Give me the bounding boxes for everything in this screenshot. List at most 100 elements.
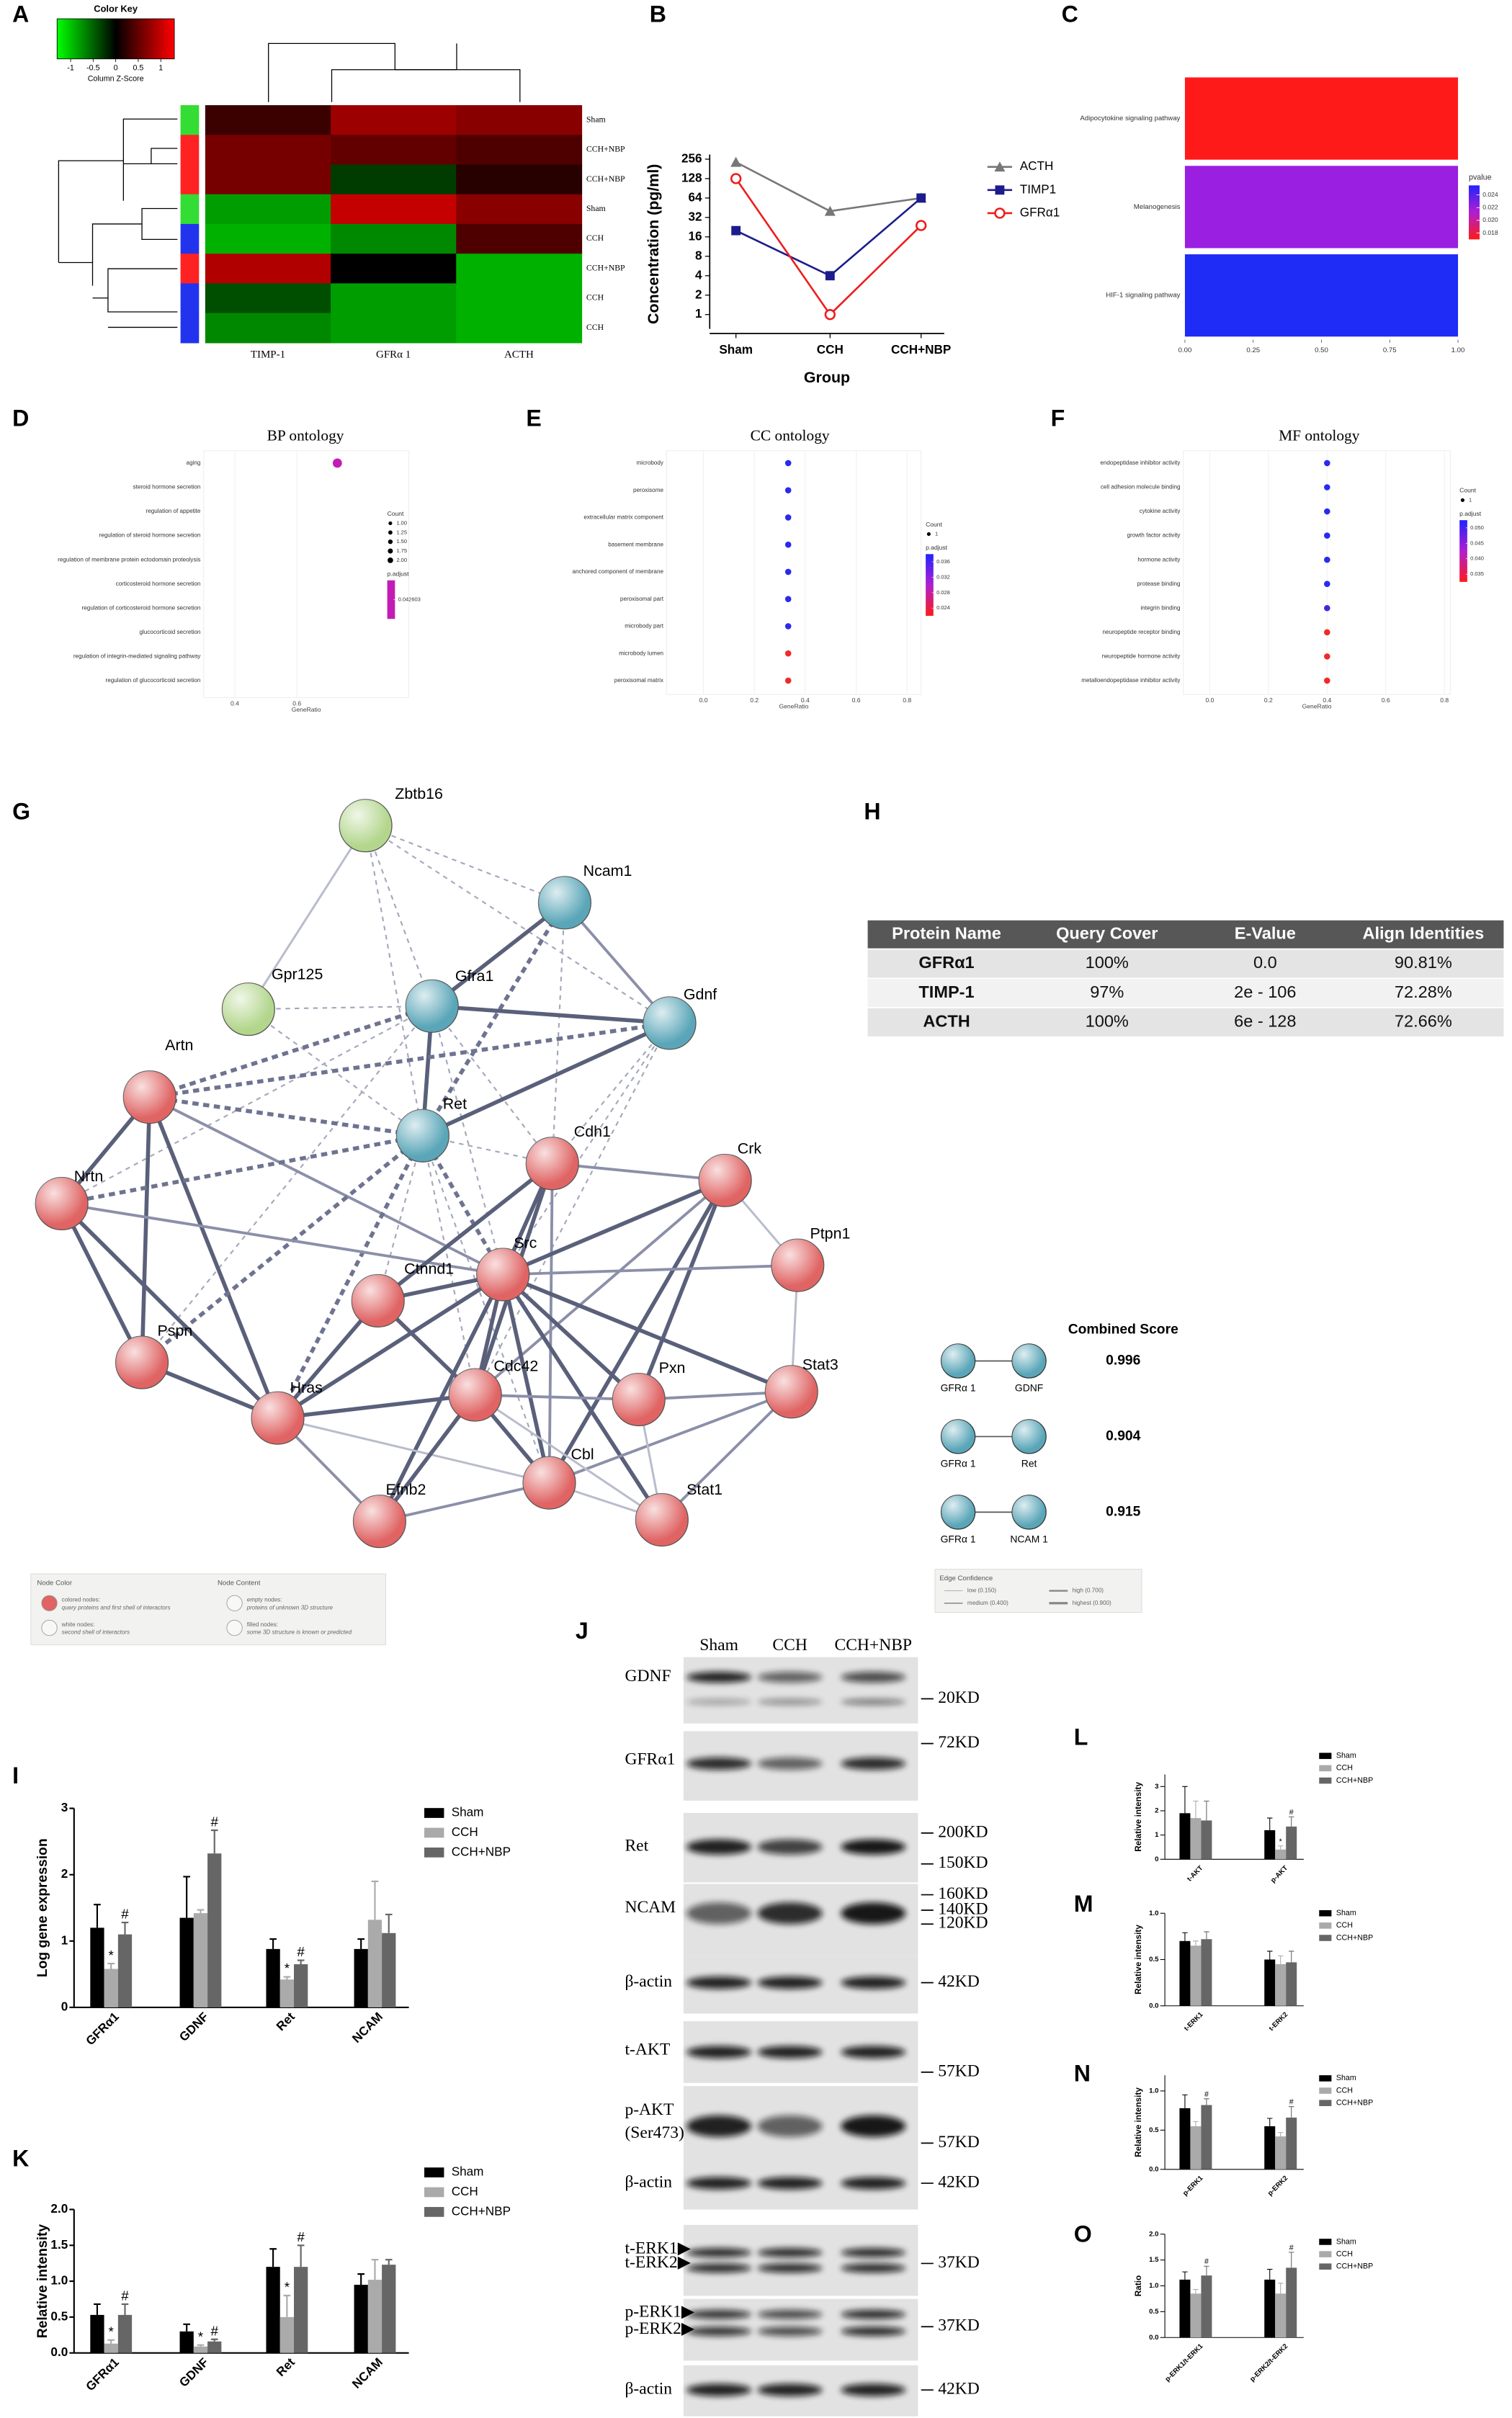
dot (1324, 460, 1330, 467)
node-label: Stat3 (802, 1356, 838, 1374)
legend-swatch (1319, 2087, 1332, 2094)
dot (1324, 532, 1330, 539)
y-tick-label: cytokine activity (1140, 508, 1181, 514)
x-tick-label: GFRα1 (83, 2355, 122, 2394)
colorbar-tick-label: 0.042603 (398, 596, 421, 602)
legend-swatch (424, 1848, 444, 1858)
y-tick-label: 8 (695, 248, 702, 262)
legend-label: 1.25 (396, 529, 407, 535)
legend-dot (388, 548, 393, 554)
legend-label: Sham (1336, 2237, 1356, 2246)
legend-label: low (0.150) (967, 1588, 996, 1594)
legend-label: filled nodes: (247, 1621, 278, 1628)
blot-label: GFRα1 (625, 1750, 675, 1769)
marker (916, 193, 926, 203)
error-bar (197, 2344, 205, 2347)
blot-band (686, 1698, 752, 1706)
table-cell: TIMP-1 (918, 982, 974, 1001)
x-tick-label: p-ERK2/t-ERK2 (1248, 2342, 1289, 2383)
error-bar (197, 1909, 205, 1914)
x-tick-label: 0.75 (1383, 346, 1397, 354)
node-shine (612, 1373, 666, 1426)
y-tick-label: regulation of glucocorticoid secretion (106, 677, 201, 684)
colorbar-tick-label: 0.045 (1470, 539, 1484, 546)
legend-node (226, 1619, 243, 1636)
node-label: Stat1 (686, 1481, 723, 1498)
legend-swatch (1319, 1935, 1332, 1941)
size-marker: 42KD (938, 2379, 980, 2398)
node-label: Gpr125 (272, 966, 323, 983)
table-row (866, 919, 1506, 950)
colorbar (387, 580, 395, 619)
blot-band (841, 1672, 906, 1683)
significance-label: # (121, 1907, 129, 1922)
y-tick-label: 3 (61, 1800, 68, 1814)
blot-band (757, 2309, 823, 2319)
legend-swatch (424, 2167, 444, 2177)
bar (294, 1964, 308, 2007)
node-label: Zbtb16 (395, 785, 443, 802)
node-shine (765, 1365, 818, 1418)
bar (117, 1934, 133, 2007)
legend-title: Edge Confidence (939, 1575, 993, 1582)
dot (1324, 508, 1330, 515)
column-label: GFRα 1 (376, 349, 411, 360)
blot-label: t-ERK2▶ (625, 2253, 691, 2272)
y-tick-label: microbody lumen (619, 650, 663, 656)
legend-label: CCH (452, 2184, 478, 2198)
blot-label: p-AKT (625, 2100, 674, 2119)
row-group-color (180, 223, 200, 254)
x-axis-title: GeneRatio (779, 703, 809, 710)
x-tick-label: GFRα1 (83, 2009, 122, 2048)
plot-frame (666, 450, 922, 695)
bar (1179, 2279, 1191, 2338)
network-edge (475, 1393, 639, 1401)
node-label: Cdc42 (493, 1358, 538, 1375)
node-shine (538, 876, 591, 929)
node-label: Hras (290, 1379, 323, 1397)
row-label: CCH (586, 293, 604, 303)
network-edge (661, 1390, 793, 1521)
size-marker: 140KD (938, 1899, 988, 1918)
x-tick-label: 0.2 (750, 697, 759, 704)
x-tick-label: Ret (273, 2009, 298, 2033)
y-tick-label: 1.5 (50, 2237, 68, 2252)
legend-label: 1.75 (396, 547, 407, 554)
node-shine (251, 1392, 304, 1445)
score-value: 0.915 (1106, 1504, 1140, 1519)
table-header: Protein Name (892, 923, 1001, 942)
blot-band (686, 2383, 752, 2396)
heatmap-cell (205, 313, 331, 344)
y-tick-label: extracellular matrix component (583, 514, 663, 521)
colorbar-tick-label: 0.028 (936, 589, 950, 596)
lane-label: Sham (699, 1636, 738, 1654)
error-bar (1182, 1786, 1188, 1814)
key-tick-label: 0.5 (133, 63, 144, 72)
legend-label: CCH+NBP (1336, 1933, 1373, 1942)
node-shine (352, 1274, 405, 1327)
x-tick-label: 0.25 (1246, 346, 1260, 354)
error-bar (1193, 2288, 1199, 2294)
heatmap-cell (205, 194, 331, 225)
x-axis-title: GeneRatio (1302, 703, 1332, 710)
y-tick-label: peroxisomal matrix (614, 677, 663, 684)
network-edge (637, 1179, 728, 1401)
score-value: 0.996 (1106, 1353, 1140, 1369)
legend-swatch (1319, 2239, 1332, 2245)
blot-band (686, 2309, 752, 2319)
node-label: Gfra1 (455, 967, 494, 985)
legend-label: 1 (1469, 496, 1472, 503)
node-label: Efnb2 (385, 1481, 426, 1498)
node-label: Ptpn1 (810, 1224, 850, 1242)
key-tick-label: 0 (114, 63, 118, 72)
y-tick-label: 0.0 (1149, 2002, 1158, 2010)
y-tick-label: microbody (637, 460, 664, 466)
colorbar-tick-label: 0.040 (1470, 555, 1484, 562)
bar (90, 1927, 104, 2007)
y-tick-label: regulation of membrane protein ectodomai… (58, 556, 200, 563)
legend-title: p.adjust (1459, 510, 1482, 517)
table-cell: 90.81% (1395, 953, 1452, 972)
bar (1275, 2136, 1287, 2170)
table-cell: 100% (1086, 953, 1129, 972)
bar (354, 2285, 368, 2353)
